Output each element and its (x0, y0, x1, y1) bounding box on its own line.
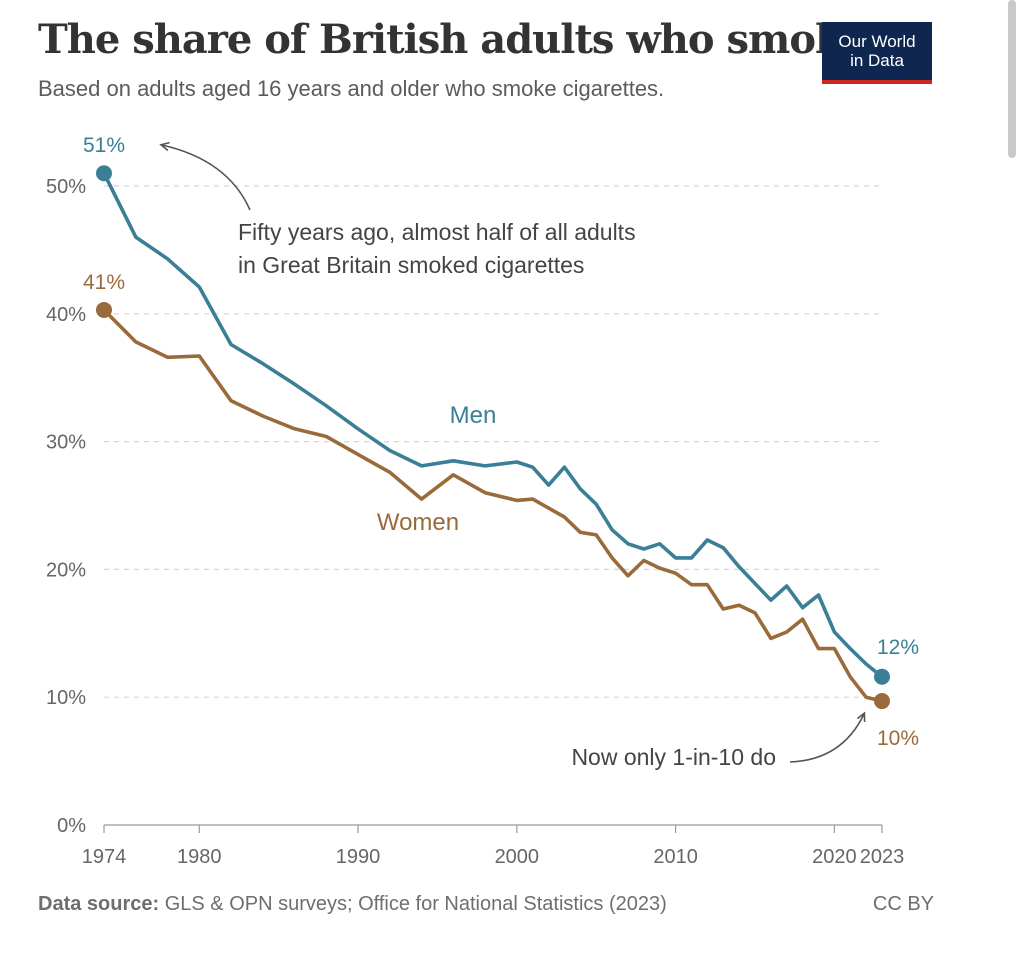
annotations: Fifty years ago, almost half of all adul… (162, 145, 864, 770)
chart-subtitle: Based on adults aged 16 years and older … (38, 76, 665, 101)
y-tick-label: 20% (46, 559, 86, 581)
series-start-dot (96, 165, 112, 182)
axes: 0% 10% 20% 30% 40% 50% 1974 1980 1990 2000 2010 202… (46, 176, 904, 868)
x-tick-label: 1990 (336, 846, 381, 868)
series-lines (96, 165, 890, 710)
y-tick-label: 50% (46, 176, 86, 198)
x-tick-label: 2010 (653, 846, 698, 868)
line-chart: 0% 10% 20% 30% 40% 50% 1974 1980 1990 2000 2010 202… (46, 134, 919, 868)
series-line-men (102, 171, 884, 679)
page-scrollbar[interactable] (1008, 0, 1016, 158)
logo-line-2: in Data (850, 51, 904, 70)
owid-logo[interactable]: Our World in Data (822, 22, 932, 84)
annotation-line: in Great Britain smoked cigarettes (238, 252, 584, 278)
annotation-now: Now only 1-in-10 do (571, 744, 776, 770)
annotation-arrow-now (789, 714, 864, 763)
y-tick-label: 40% (46, 304, 86, 326)
x-tick-label: 2020 (812, 846, 857, 868)
series-start-label: 51% (83, 134, 125, 157)
series-name-label: Men (450, 402, 497, 429)
chart-title: The share of British adults who smoke (38, 16, 867, 63)
logo-line-1: Our World (838, 32, 916, 51)
y-tick-label: 0% (57, 815, 86, 837)
series-end-label: 10% (877, 727, 919, 750)
annotation-line: Fifty years ago, almost half of all adul… (238, 219, 636, 245)
y-tick-label: 30% (46, 432, 86, 454)
data-source-label: Data source: (38, 893, 160, 915)
data-source-note: Data source: GLS & OPN surveys; Office f… (38, 893, 667, 916)
series-start-dot (96, 301, 112, 318)
series-end-dot (874, 668, 890, 685)
series-end-dot (874, 693, 890, 710)
x-tick-label: 1974 (82, 846, 127, 868)
annotation-fifty-years-ago: Fifty years ago, almost half of all adul… (238, 219, 636, 278)
series-start-label: 41% (83, 271, 125, 294)
series-line-women (102, 308, 884, 703)
x-tick-label: 1980 (177, 846, 222, 868)
y-tick-label: 10% (46, 687, 86, 709)
series-end-label: 12% (877, 636, 919, 659)
x-tick-label: 2000 (495, 846, 540, 868)
annotation-arrow-past (162, 145, 251, 211)
data-source-text: GLS & OPN surveys; Office for National S… (164, 893, 667, 915)
series-name-label: Women (377, 509, 459, 536)
x-tick-label: 2023 (860, 846, 905, 868)
license-link[interactable]: CC BY (872, 893, 934, 915)
series-labels: 51% 12% Men 41% 10% Women (83, 134, 919, 750)
